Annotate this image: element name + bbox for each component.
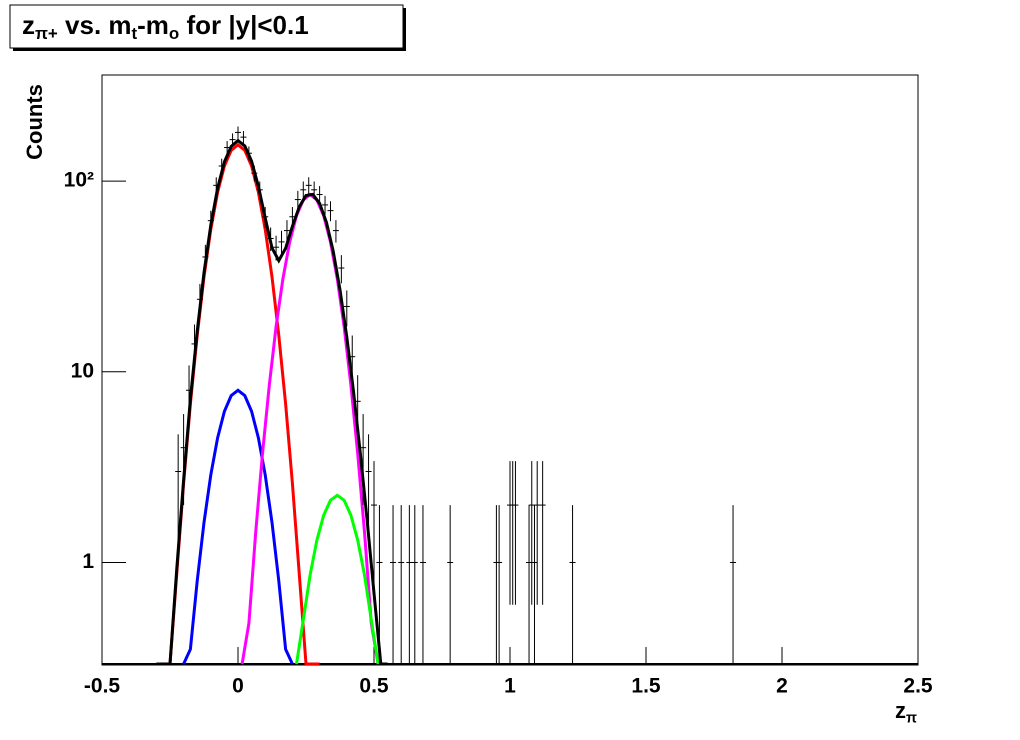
x-tick-label: 2.5 xyxy=(903,675,933,698)
plot-area xyxy=(102,126,918,665)
x-tick-label: -0.5 xyxy=(84,675,121,698)
subscript: o xyxy=(169,24,179,43)
x-tick-label: 1 xyxy=(504,675,516,698)
text-part: vs. m xyxy=(58,10,132,40)
text-part: z xyxy=(895,698,906,723)
subscript: π xyxy=(906,710,917,726)
y-tick-label: 10 xyxy=(71,359,94,382)
y-tick-label: 10² xyxy=(64,169,94,192)
x-tick-label: 2 xyxy=(776,675,788,698)
x-tick-label: 0 xyxy=(232,675,244,698)
x-axis-label: zπ xyxy=(895,698,917,727)
subscript: π+ xyxy=(35,24,58,43)
y-axis-label: Counts xyxy=(22,84,47,160)
title-box xyxy=(9,4,404,49)
text-part: for |y|<0.1 xyxy=(179,10,308,40)
subscript: t xyxy=(132,24,138,43)
text-part: -m xyxy=(137,10,169,40)
x-tick-label: 1.5 xyxy=(631,675,661,698)
chart-title: zπ+ vs. mt-mo for |y|<0.1 xyxy=(22,10,309,43)
fit-curve xyxy=(295,493,380,665)
x-tick-label: 0.5 xyxy=(359,675,389,698)
y-tick-label: 1 xyxy=(82,550,94,573)
text-part: z xyxy=(22,10,35,40)
fit-curve xyxy=(182,388,294,665)
